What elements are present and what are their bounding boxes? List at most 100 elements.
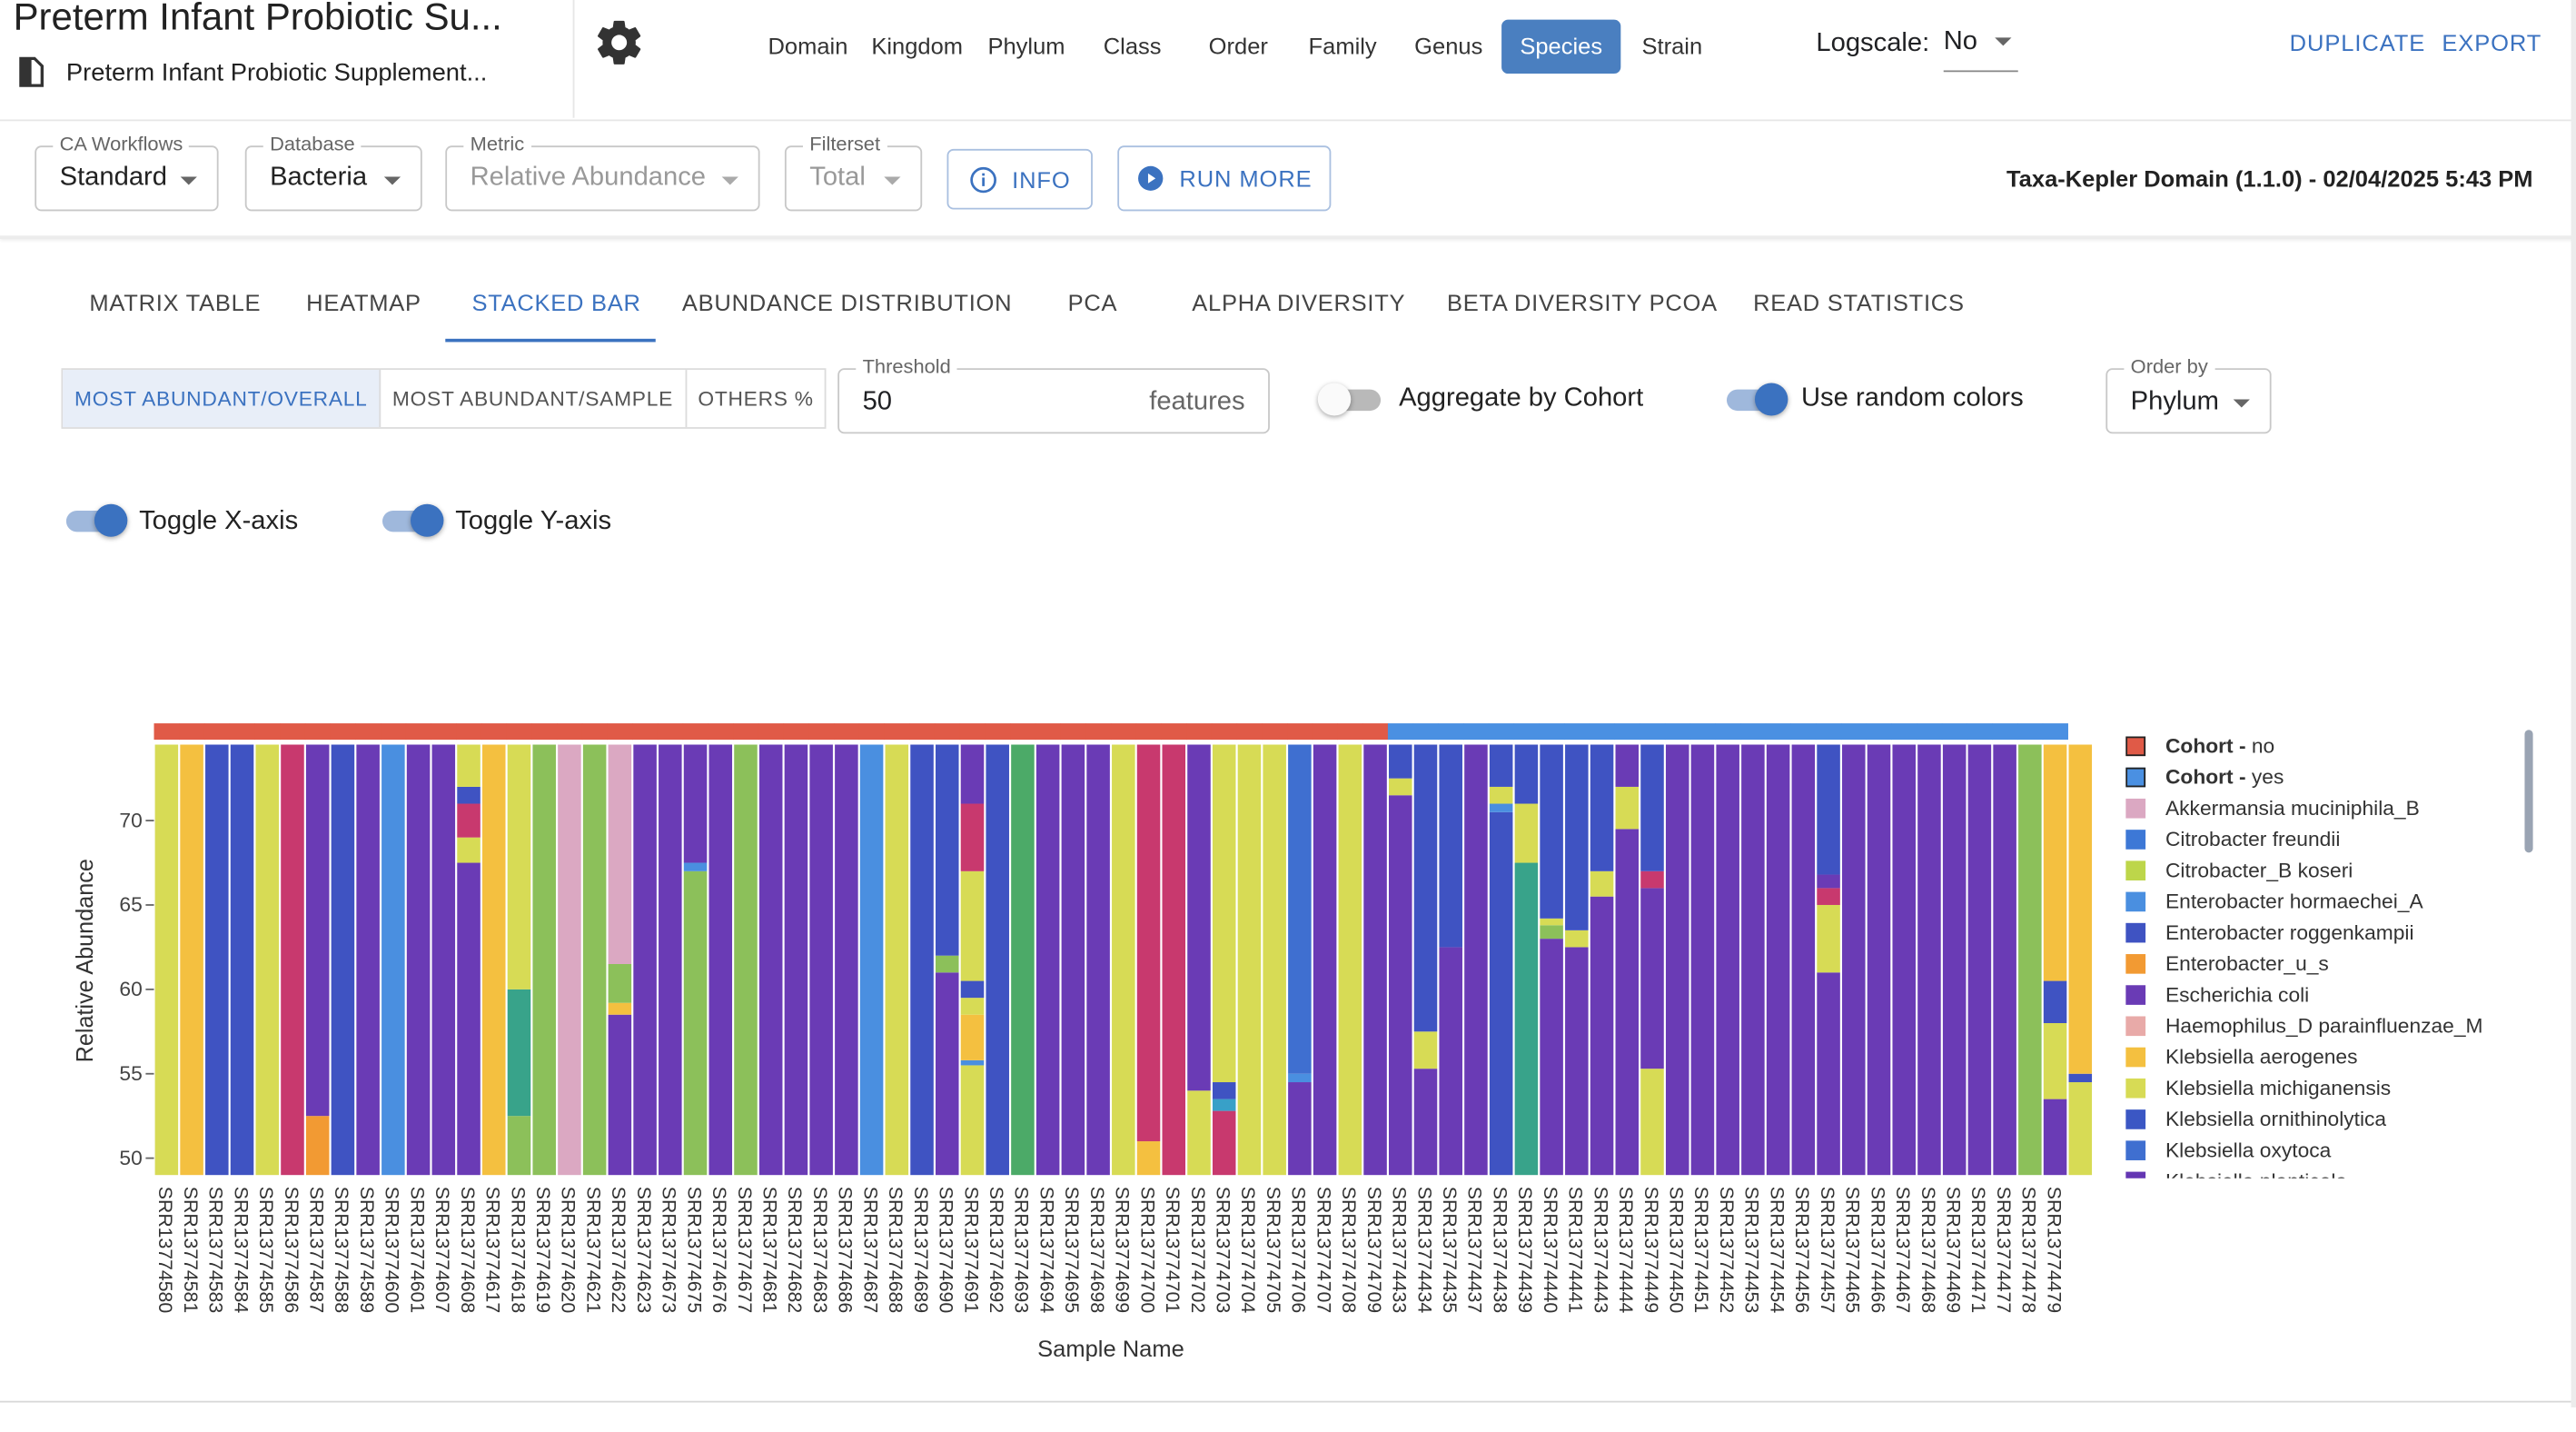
chart-legend: Cohort - no Cohort - yes Akkermansia mucin…: [2125, 730, 2522, 1178]
bar-segment: [1363, 744, 1387, 1176]
bar-segment: [1791, 744, 1816, 1176]
mode-most-abundant-sample[interactable]: MOST ABUNDANT/SAMPLE: [381, 370, 687, 428]
nav-kingdom[interactable]: Kingdom: [871, 33, 964, 59]
legend-item[interactable]: Haemophilus_D parainfluenzae_M: [2125, 1009, 2522, 1040]
cohort-strip-cell: [1060, 723, 1086, 741]
aggregate-cohort-switch[interactable]: [1317, 382, 1382, 418]
legend-swatch: [2125, 1109, 2146, 1129]
cohort-strip-cell: [557, 723, 583, 741]
x-tick-label: SRR13774702: [1187, 1187, 1209, 1313]
x-tick-label: SRR13774437: [1464, 1187, 1486, 1313]
x-tick-label: SRR13774586: [281, 1187, 302, 1313]
cohort-strip-cell: [607, 723, 633, 741]
nav-family[interactable]: Family: [1308, 33, 1377, 59]
legend-item[interactable]: Enterobacter roggenkampii: [2125, 917, 2522, 948]
export-button[interactable]: EXPORT: [2442, 29, 2542, 56]
legend-label: Citrobacter_B koseri: [2165, 858, 2353, 881]
threshold-input[interactable]: Threshold 50 features: [837, 354, 1270, 434]
nav-class[interactable]: Class: [1103, 33, 1162, 59]
legend-item[interactable]: Akkermansia muciniphila_B: [2125, 792, 2522, 823]
cohort-strip-cell: [203, 723, 231, 741]
x-tick-label: SRR13774587: [305, 1187, 327, 1313]
legend-cohort-item[interactable]: Cohort - no: [2125, 730, 2522, 761]
cohort-strip-cell: [381, 723, 407, 741]
metric-label: Metric: [463, 132, 531, 156]
info-label: INFO: [1012, 165, 1071, 193]
legend-item[interactable]: Klebsiella ornithinolytica: [2125, 1103, 2522, 1134]
legend-item[interactable]: Enterobacter hormaechei_A: [2125, 885, 2522, 916]
toggle-y-axis-switch[interactable]: [382, 502, 444, 539]
nav-species[interactable]: Species: [1501, 19, 1621, 75]
bar-segment: [1514, 862, 1539, 1176]
tab-abundance-distribution[interactable]: ABUNDANCE DISTRIBUTION: [681, 289, 1013, 316]
legend-item[interactable]: Klebsiella michiganensis: [2125, 1072, 2522, 1103]
x-tick-label: SRR13774677: [734, 1187, 756, 1313]
x-tick-label: SRR13774698: [1086, 1187, 1108, 1313]
legend-item[interactable]: Klebsiella aerogenes: [2125, 1040, 2522, 1071]
nav-genus[interactable]: Genus: [1414, 33, 1483, 59]
cohort-strip-cell: [1563, 723, 1590, 741]
legend-item[interactable]: Enterobacter_u_s: [2125, 948, 2522, 979]
cohort-strip-cell: [179, 723, 205, 741]
tab-read-statistics[interactable]: READ STATISTICS: [1753, 289, 1965, 316]
workflows-label: CA Workflows: [53, 132, 190, 156]
cohort-strip-cell: [1589, 723, 1615, 741]
random-colors-switch[interactable]: [1726, 382, 1788, 418]
toggle-x-axis-switch[interactable]: [65, 502, 128, 539]
cohort-strip-cell: [1135, 723, 1162, 741]
legend-cohort-item[interactable]: Cohort - yes: [2125, 761, 2522, 792]
x-tick-label: SRR13774469: [1942, 1187, 1964, 1313]
legend-item[interactable]: Klebsiella oxytoca: [2125, 1134, 2522, 1165]
tab-beta-diversity-pcoa[interactable]: BETA DIVERSITY PCOA: [1446, 289, 1718, 316]
x-tick-label: SRR13774478: [2018, 1187, 2040, 1313]
tab-alpha-diversity[interactable]: ALPHA DIVERSITY: [1192, 289, 1406, 316]
legend-item[interactable]: Klebsiella planticola: [2125, 1165, 2522, 1178]
legend-scrollbar[interactable]: [2524, 730, 2533, 853]
cohort-strip-cell: [1412, 723, 1439, 741]
bar-segment: [457, 786, 481, 804]
order-by-select[interactable]: Order by Phylum: [2105, 354, 2272, 434]
filterset-select[interactable]: Filterset Total: [784, 132, 923, 212]
mode-most-abundant-overall[interactable]: MOST ABUNDANT/OVERALL: [63, 370, 381, 428]
legend-swatch: [2125, 766, 2146, 787]
tab-pca[interactable]: PCA: [1067, 289, 1118, 316]
cohort-strip-cell: [733, 723, 759, 741]
x-tick-label: SRR13774608: [457, 1187, 479, 1313]
cohort-strip-cell: [1992, 723, 2018, 741]
bar-segment: [481, 744, 506, 1176]
gear-icon[interactable]: [592, 16, 645, 69]
logscale-select[interactable]: No: [1943, 20, 2018, 73]
bar-segment: [1690, 744, 1715, 1176]
database-select[interactable]: Database Bacteria: [244, 132, 422, 212]
tab-stacked-bar[interactable]: STACKED BAR: [471, 289, 641, 316]
run-more-button[interactable]: RUN MORE: [1117, 145, 1332, 212]
mode-others-percent[interactable]: OTHERS %: [698, 386, 814, 411]
nav-order[interactable]: Order: [1208, 33, 1268, 59]
tab-heatmap[interactable]: HEATMAP: [306, 289, 421, 316]
cohort-strip-cell: [1488, 723, 1515, 741]
cohort-strip-cell: [581, 723, 609, 741]
bar-segment: [1338, 744, 1362, 1176]
nav-strain[interactable]: Strain: [1641, 33, 1703, 59]
legend-item[interactable]: Citrobacter freundii: [2125, 823, 2522, 854]
legend-item[interactable]: Escherichia coli: [2125, 979, 2522, 1009]
tab-matrix-table[interactable]: MATRIX TABLE: [89, 289, 262, 316]
cohort-strip-cell: [682, 723, 708, 741]
nav-domain[interactable]: Domain: [768, 33, 848, 59]
info-button[interactable]: INFO: [946, 148, 1093, 210]
x-tick-label: SRR13774435: [1439, 1187, 1461, 1313]
bar-segment: [1565, 930, 1589, 948]
x-tick-label: SRR13774617: [482, 1187, 504, 1313]
legend-item[interactable]: Citrobacter_B koseri: [2125, 854, 2522, 885]
bar-segment: [1967, 744, 1992, 1176]
cohort-strip-cell: [657, 723, 684, 741]
workflows-select[interactable]: CA Workflows Standard: [35, 132, 219, 212]
y-tick-label: 55: [119, 1062, 142, 1085]
duplicate-button[interactable]: DUPLICATE: [2289, 29, 2426, 56]
metric-select[interactable]: Metric Relative Abundance: [445, 132, 760, 212]
bar-segment: [935, 744, 959, 956]
x-tick-label: SRR13774444: [1615, 1187, 1637, 1314]
nav-phylum[interactable]: Phylum: [987, 33, 1065, 59]
legend-swatch: [2125, 798, 2146, 818]
bar-segment: [935, 972, 959, 1176]
